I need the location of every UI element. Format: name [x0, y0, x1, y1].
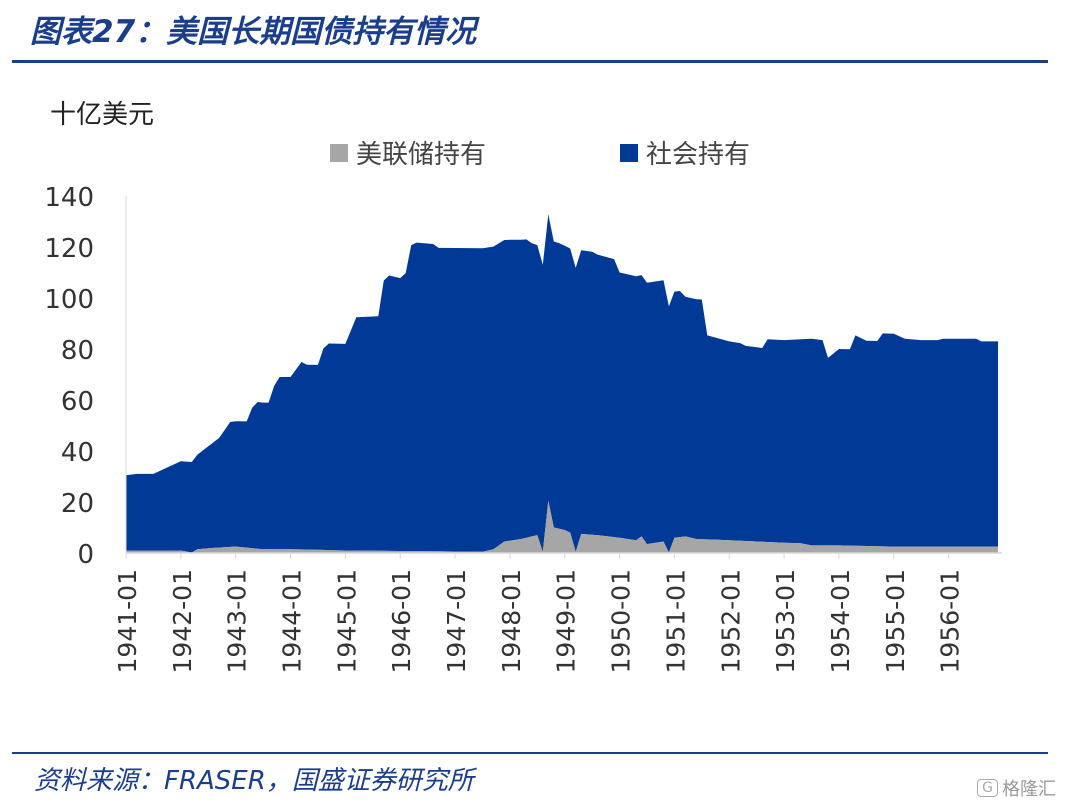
- x-tick-label: 1953-01: [771, 569, 800, 673]
- x-tick-label: 1952-01: [716, 569, 745, 673]
- y-axis-unit-label: 十亿美元: [50, 100, 155, 130]
- legend-item-public: 社会持有: [620, 134, 750, 171]
- legend-label-public: 社会持有: [646, 140, 751, 170]
- y-tick-label: 20: [61, 489, 94, 519]
- x-tick-label: 1950-01: [607, 569, 636, 673]
- legend-swatch-fed: [330, 143, 348, 162]
- y-tick-label: 120: [44, 234, 94, 264]
- x-tick-label: 1941-01: [113, 569, 142, 673]
- footer-divider: [12, 752, 1048, 754]
- chart-title: 图表27：美国长期国债持有情况: [30, 14, 477, 50]
- x-tick-label: 1948-01: [497, 569, 526, 673]
- legend-label-fed: 美联储持有: [356, 140, 487, 170]
- watermark-logo-icon: G: [977, 779, 998, 797]
- y-tick-label: 40: [61, 438, 94, 468]
- title-divider: [12, 60, 1048, 63]
- y-tick-label: 80: [61, 336, 94, 366]
- x-tick-label: 1955-01: [881, 569, 910, 673]
- area-layer: [126, 214, 998, 553]
- x-tick-label: 1947-01: [442, 569, 471, 673]
- legend-item-fed: 美联储持有: [330, 134, 486, 171]
- x-tick-label: 1945-01: [332, 569, 361, 673]
- y-tick-label: 60: [61, 387, 94, 417]
- axes-layer: 0 20 40 60 80 100 120 140 1941-01 1942-01 1943-01 1…: [44, 183, 1002, 673]
- source-note: 资料来源：FRASER，国盛证券研究所: [34, 766, 474, 796]
- x-tick-label: 1954-01: [826, 569, 855, 673]
- watermark-text: 格隆汇: [1002, 779, 1056, 800]
- watermark: G 格隆汇: [977, 775, 1056, 801]
- area-series-public: [126, 214, 998, 553]
- x-tick-label: 1949-01: [552, 569, 581, 673]
- y-tick-label: 100: [44, 285, 94, 315]
- legend-swatch-public: [620, 143, 638, 162]
- x-tick-label: 1946-01: [387, 569, 416, 673]
- x-tick-label: 1944-01: [278, 569, 307, 673]
- x-tick-label: 1956-01: [936, 569, 965, 673]
- x-tick-label: 1942-01: [168, 569, 197, 673]
- x-tick-label: 1943-01: [223, 569, 252, 673]
- y-tick-label: 140: [44, 183, 94, 213]
- y-tick-label: 0: [77, 540, 94, 570]
- x-tick-label: 1951-01: [661, 569, 690, 673]
- area-series-fed: [126, 500, 998, 553]
